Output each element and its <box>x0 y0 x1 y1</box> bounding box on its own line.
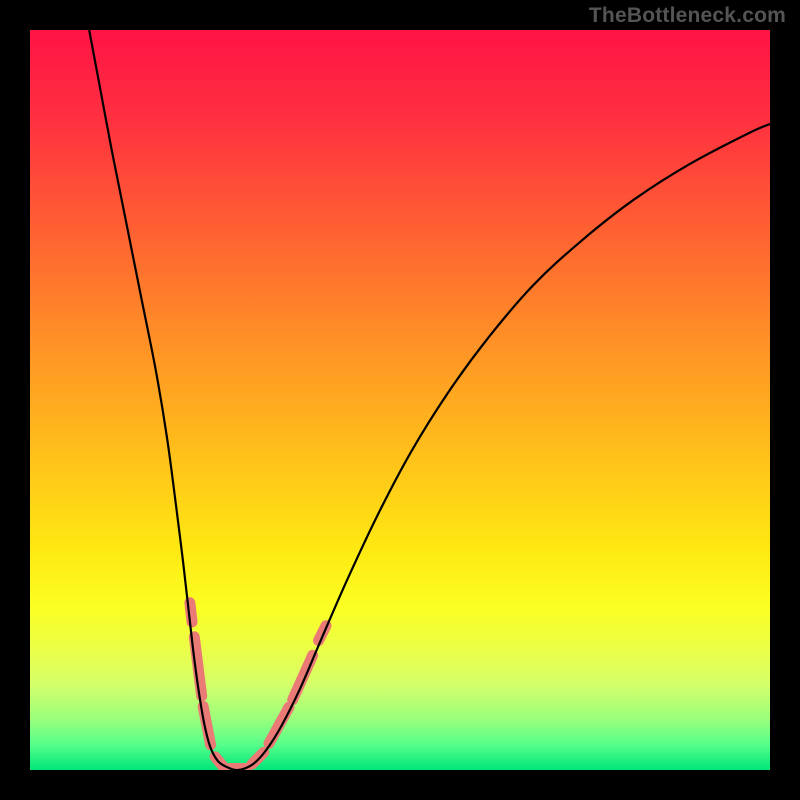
curve-line <box>89 30 770 770</box>
plot-area <box>30 30 770 770</box>
watermark-text: TheBottleneck.com <box>589 4 786 28</box>
bottleneck-curve <box>30 30 770 770</box>
chart-frame: TheBottleneck.com <box>0 0 800 800</box>
